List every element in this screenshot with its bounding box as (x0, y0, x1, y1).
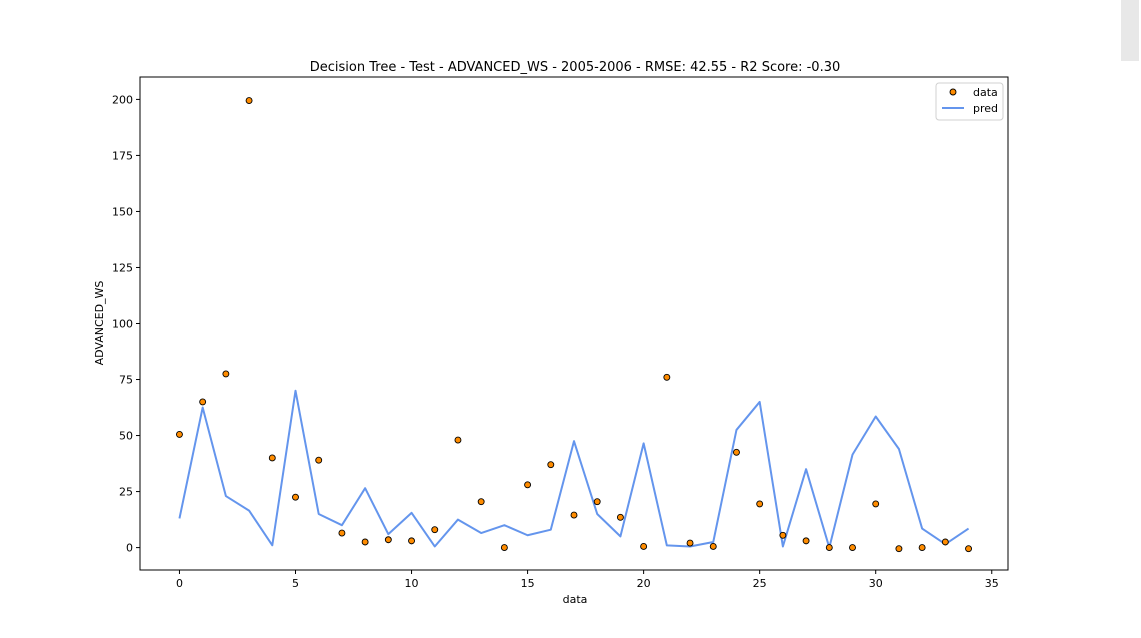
data-point (268, 454, 276, 462)
data-point (338, 529, 346, 537)
data-point (454, 436, 462, 444)
data-point (779, 531, 787, 539)
plot-area: 0 5 10 15 20 25 30 35 0 25 50 75 100 125 150 175 200 (112, 76, 1009, 590)
data-point (941, 538, 949, 546)
x-tick-label: 0 (176, 577, 183, 590)
data-point (547, 461, 555, 469)
x-axis-label: data (563, 593, 588, 606)
y-tick-label: 75 (119, 374, 133, 387)
legend-pred-label: pred (973, 102, 998, 115)
y-tick-label: 125 (112, 261, 133, 274)
data-point (825, 544, 833, 552)
data-point (315, 456, 323, 464)
data-point (895, 545, 903, 553)
data-point (663, 373, 671, 381)
data-point (245, 97, 253, 104)
data-point (849, 544, 856, 552)
scrollbar-track[interactable] (1119, 0, 1141, 638)
data-point (384, 536, 392, 544)
x-tick-label: 20 (637, 577, 651, 590)
data-point (686, 539, 694, 547)
y-axis-label: ADVANCED_WS (93, 281, 106, 366)
data-point (477, 498, 485, 506)
data-point (802, 537, 810, 545)
y-tick-label: 175 (112, 149, 133, 162)
data-point (593, 498, 601, 506)
data-point (965, 545, 972, 553)
legend-data-label: data (973, 86, 998, 99)
data-point (640, 543, 648, 550)
data-point (408, 537, 415, 545)
y-tick-label: 0 (126, 542, 133, 555)
x-tick-label: 30 (869, 577, 883, 590)
axes-frame (139, 76, 1009, 571)
chart: Decision Tree - Test - ADVANCED_WS - 200… (93, 60, 1009, 606)
data-point (431, 526, 439, 534)
data-point (500, 544, 508, 552)
data-point (292, 493, 299, 501)
chart-title: Decision Tree - Test - ADVANCED_WS - 200… (310, 60, 841, 75)
legend-data-marker (949, 88, 957, 96)
y-tick-label: 200 (112, 93, 133, 106)
data-point (524, 481, 532, 489)
data-point (176, 430, 183, 438)
x-tick-label: 5 (292, 577, 299, 590)
y-tick-label: 100 (112, 318, 133, 331)
y-tick-label: 150 (112, 205, 133, 218)
data-point (709, 543, 717, 550)
y-tick-label: 50 (119, 430, 133, 443)
x-tick-label: 15 (521, 577, 535, 590)
x-tick-label: 35 (985, 577, 999, 590)
legend: data pred (935, 82, 1004, 121)
data-point (222, 370, 230, 378)
data-point (733, 448, 740, 456)
data-point (199, 398, 207, 406)
x-tick-label: 10 (405, 577, 419, 590)
data-point (570, 511, 578, 519)
y-tick-label: 25 (119, 486, 133, 499)
x-tick-label: 25 (753, 577, 767, 590)
data-point (361, 538, 369, 546)
data-point (872, 500, 880, 508)
pred-series-line (178, 389, 970, 549)
data-point (756, 500, 764, 508)
data-point (616, 513, 624, 521)
data-point (918, 544, 926, 552)
scrollbar-thumb[interactable] (1121, 0, 1139, 61)
